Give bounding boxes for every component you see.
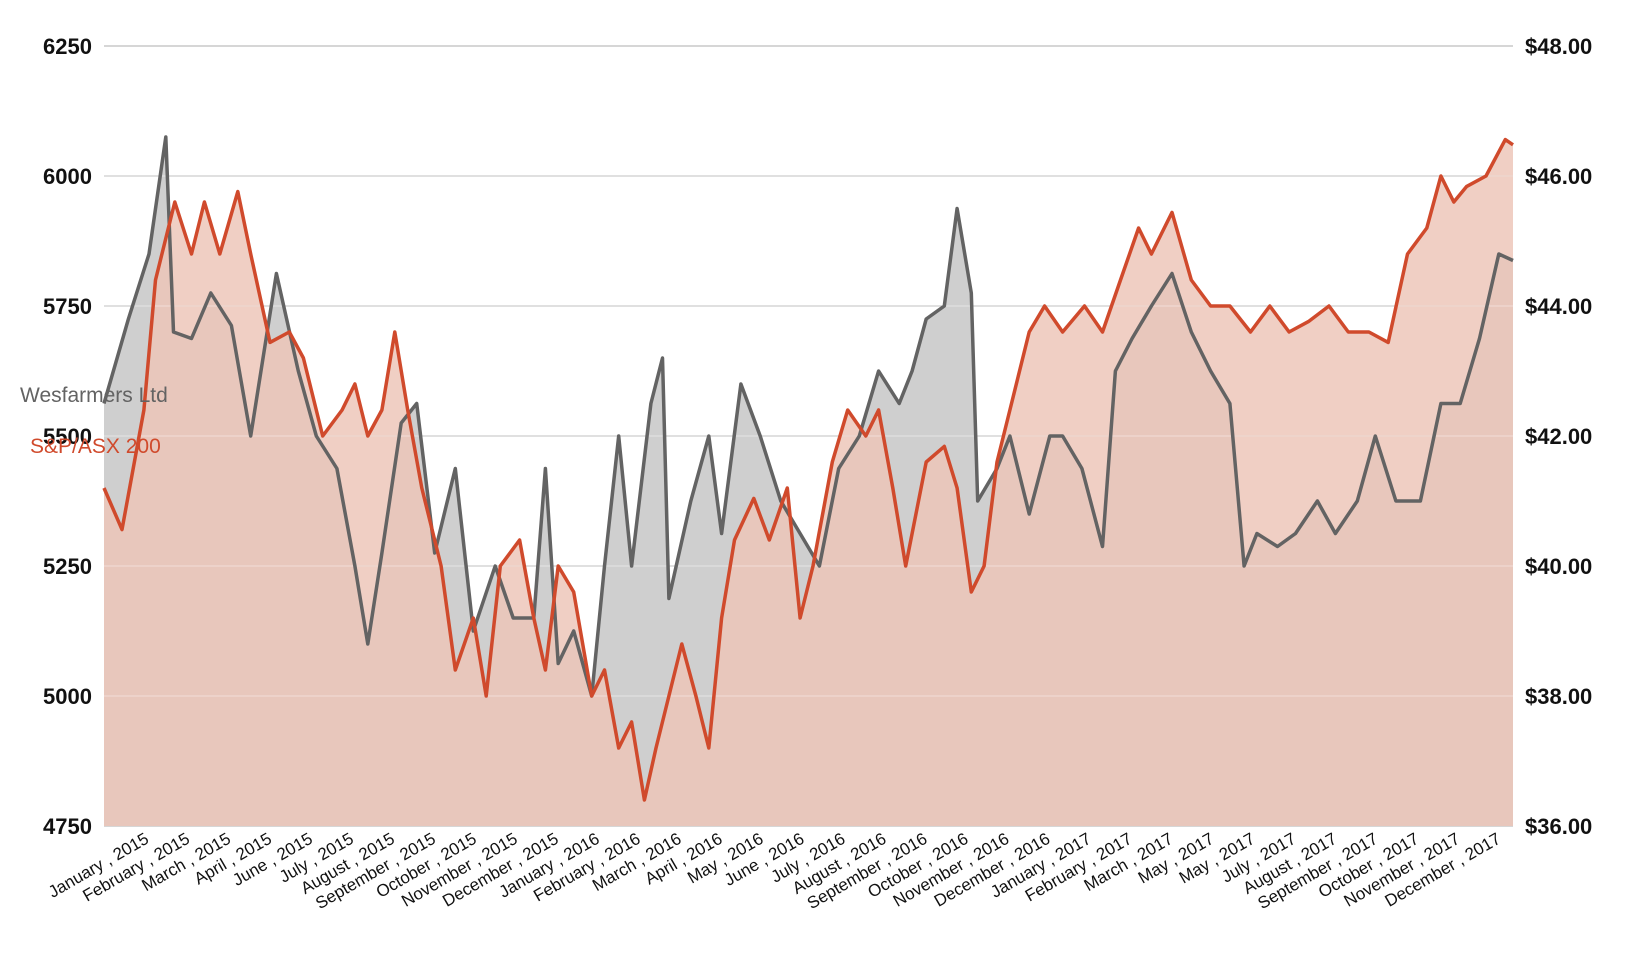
y-left-tick-label: 5000 [43,684,92,709]
legend: Wesfarmers Ltd S&P/ASX 200 [20,384,168,458]
y-right-tick-label: $38.00 [1525,684,1592,709]
y-right-tick-label: $46.00 [1525,164,1592,189]
y-left-tick-label: 5250 [43,554,92,579]
y-right-tick-label: $36.00 [1525,814,1592,839]
y-axis-left: 6250 6000 5750 5500 5250 5000 4750 [43,34,92,839]
y-left-tick-label: 6250 [43,34,92,59]
wesfarmers-line [102,135,1514,698]
y-left-tick-label: 5750 [43,294,92,319]
asx200-line [102,137,1514,802]
series-lines [102,135,1514,802]
y-right-tick-label: $48.00 [1525,34,1592,59]
series-areas [104,137,1513,827]
legend-wesfarmers: Wesfarmers Ltd [20,384,168,407]
y-right-tick-label: $44.00 [1525,294,1592,319]
gridlines-overlay [104,175,1513,697]
y-right-tick-label: $40.00 [1525,554,1592,579]
y-right-tick-label: $42.00 [1525,424,1592,449]
legend-asx200: S&P/ASX 200 [30,435,161,458]
y-left-tick-label: 6000 [43,164,92,189]
y-left-tick-label: 5500 [43,424,92,449]
asx200-area [104,139,1513,827]
y-axis-right: $48.00 $46.00 $44.00 $42.00 $40.00 $38.00 $36.… [1525,34,1592,839]
y-left-tick-label: 4750 [43,814,92,839]
